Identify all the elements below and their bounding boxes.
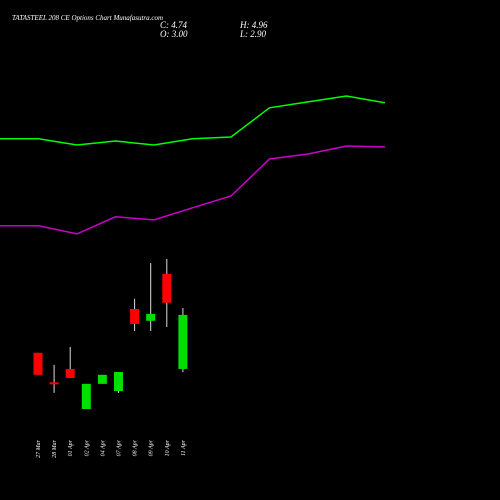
candle-body <box>130 309 140 324</box>
x-tick-label: 09 Apr <box>149 439 155 456</box>
chart-title: TATASTEEL 208 CE Options Chart Munafasut… <box>12 14 163 22</box>
candle-body <box>178 314 188 369</box>
candle-body <box>146 313 156 321</box>
indicator-line <box>0 95 386 146</box>
low-label: L: 2.90 <box>239 29 267 39</box>
candle-body <box>49 382 59 385</box>
x-tick-label: 07 Apr <box>117 439 123 456</box>
x-tick-label: 11 Apr <box>181 439 187 456</box>
x-tick-label: 04 Apr <box>99 439 106 456</box>
candle-body <box>81 383 91 410</box>
candle-body <box>162 273 172 303</box>
candle-body <box>33 352 43 375</box>
candle-body <box>97 374 107 384</box>
x-tick-label: 10 Apr <box>165 439 171 456</box>
x-tick-label: 28 Mar <box>52 439 58 457</box>
high-label: H: 4.96 <box>239 20 268 30</box>
open-label: O: 3.00 <box>160 29 188 39</box>
x-tick-label: 02 Apr <box>84 439 90 456</box>
x-tick-label: 08 Apr <box>133 439 139 456</box>
x-tick-label: 01 Apr <box>68 439 74 456</box>
candle-body <box>114 372 123 391</box>
x-tick-label: 27 Mar <box>36 439 42 457</box>
indicator-line <box>0 145 386 235</box>
candle-body <box>65 368 75 378</box>
close-label: C: 4.74 <box>160 20 188 30</box>
